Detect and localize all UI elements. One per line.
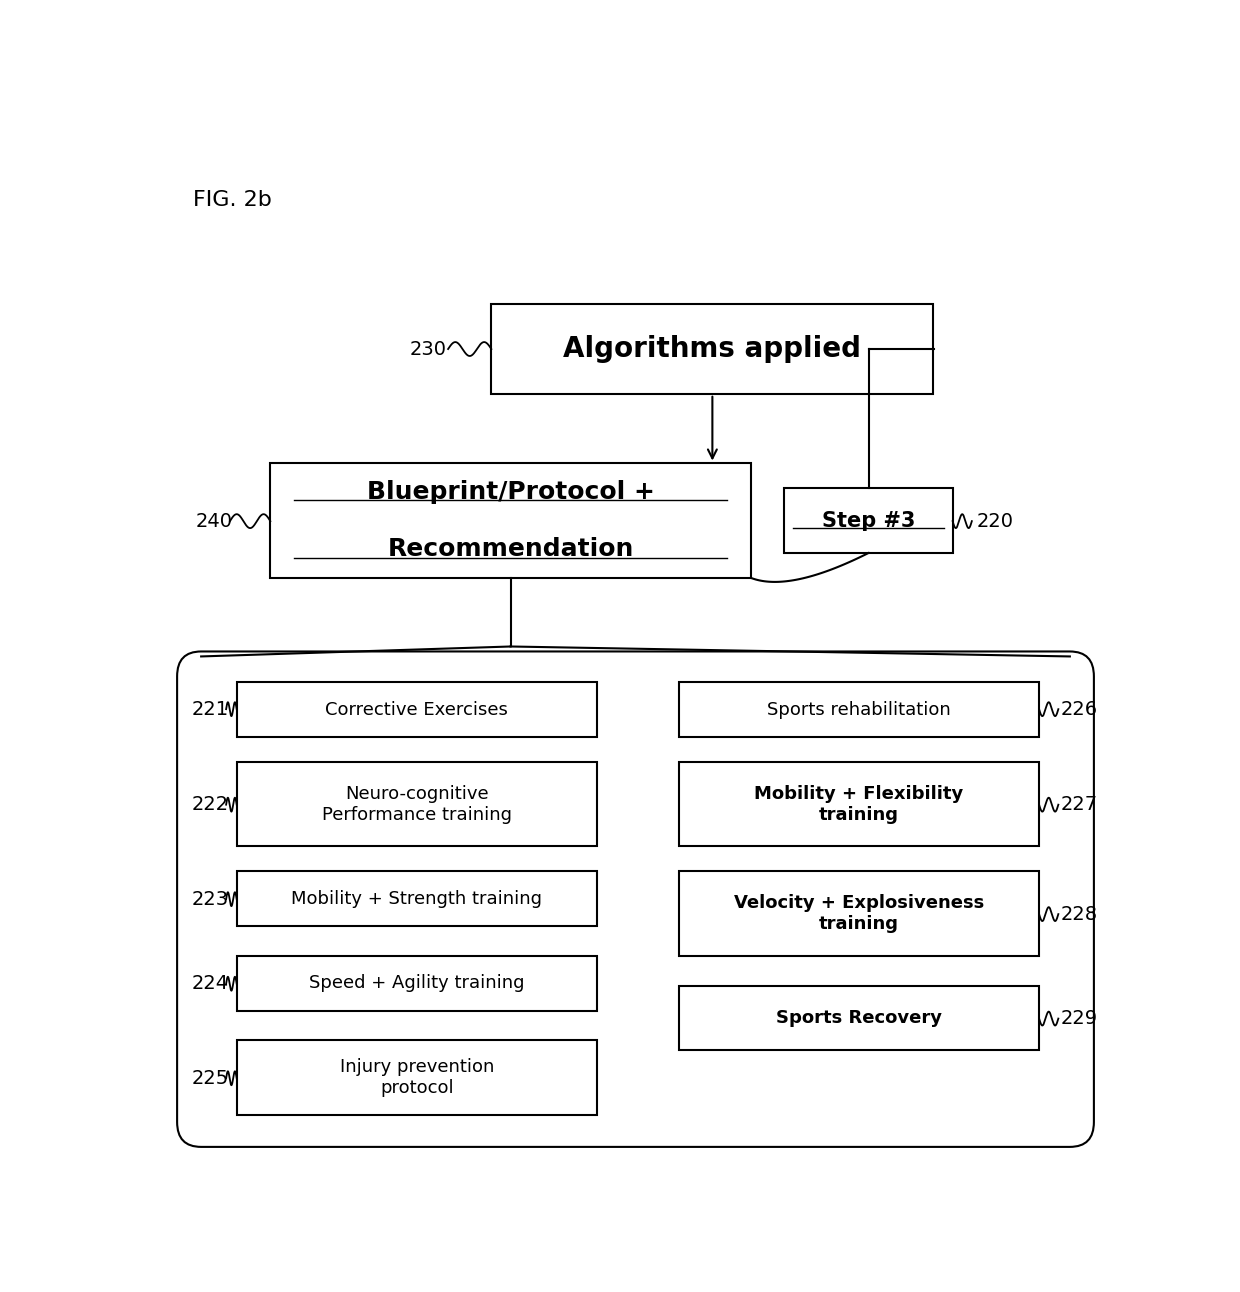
Text: FIG. 2b: FIG. 2b	[193, 190, 273, 209]
Text: 222: 222	[191, 795, 228, 814]
Text: 223: 223	[191, 890, 228, 908]
Text: Sports rehabilitation: Sports rehabilitation	[768, 700, 951, 718]
Text: 221: 221	[191, 700, 228, 718]
Text: Mobility + Flexibility
training: Mobility + Flexibility training	[754, 784, 963, 823]
Text: Blueprint/Protocol +: Blueprint/Protocol +	[367, 481, 655, 504]
Text: 229: 229	[1060, 1009, 1097, 1028]
Text: 225: 225	[191, 1068, 228, 1088]
FancyBboxPatch shape	[491, 304, 934, 394]
Text: Mobility + Strength training: Mobility + Strength training	[291, 890, 542, 908]
FancyBboxPatch shape	[678, 682, 1039, 736]
FancyBboxPatch shape	[177, 651, 1094, 1147]
Text: Algorithms applied: Algorithms applied	[563, 335, 862, 363]
FancyBboxPatch shape	[237, 1040, 596, 1115]
FancyBboxPatch shape	[237, 682, 596, 736]
Text: 230: 230	[409, 340, 446, 359]
Text: Sports Recovery: Sports Recovery	[776, 1009, 942, 1027]
FancyBboxPatch shape	[678, 986, 1039, 1050]
FancyBboxPatch shape	[678, 762, 1039, 846]
Text: Corrective Exercises: Corrective Exercises	[325, 700, 508, 718]
Text: 220: 220	[977, 512, 1013, 531]
FancyBboxPatch shape	[237, 871, 596, 926]
FancyBboxPatch shape	[237, 956, 596, 1010]
Text: Neuro-cognitive
Performance training: Neuro-cognitive Performance training	[322, 784, 512, 823]
Text: 227: 227	[1060, 795, 1097, 814]
Text: Recommendation: Recommendation	[387, 537, 634, 561]
Text: 226: 226	[1060, 700, 1097, 718]
Text: Injury prevention
protocol: Injury prevention protocol	[340, 1058, 494, 1097]
Text: Speed + Agility training: Speed + Agility training	[309, 974, 525, 992]
FancyBboxPatch shape	[270, 464, 751, 578]
Text: Step #3: Step #3	[822, 510, 915, 531]
Text: Velocity + Explosiveness
training: Velocity + Explosiveness training	[734, 894, 985, 933]
Text: 224: 224	[191, 974, 228, 994]
FancyBboxPatch shape	[678, 871, 1039, 956]
Text: 228: 228	[1060, 904, 1097, 924]
FancyBboxPatch shape	[237, 762, 596, 846]
Text: 240: 240	[196, 512, 232, 531]
FancyBboxPatch shape	[785, 488, 952, 553]
